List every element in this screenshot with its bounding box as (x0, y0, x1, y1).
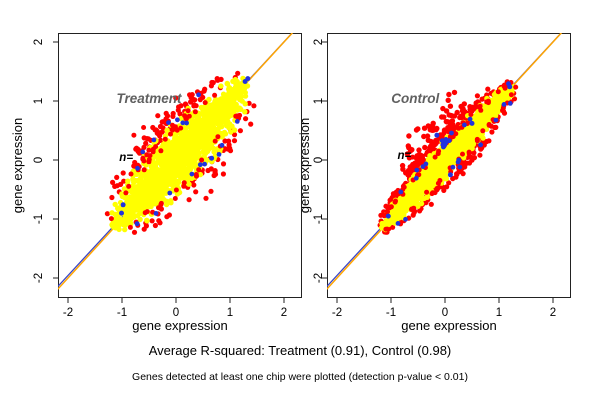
treatment-panel: -2 -1 0 1 2 -2 -1 0 1 2 gene expression gene expres… (10, 33, 302, 333)
n-count-annotation: n= (119, 152, 133, 164)
panel-title-label: Control (391, 91, 439, 106)
plot-border (58, 33, 302, 298)
n-count-annotation: n= (397, 150, 411, 162)
panel-title-label: Treatment (116, 91, 182, 106)
x-tick-label: 0 (173, 307, 179, 319)
plot-border (327, 33, 571, 298)
caption-average-r-squared: Average R-squared: Treatment (0.91), Con… (148, 343, 452, 358)
x-tick-label: -1 (386, 307, 396, 319)
x-tick-label: 0 (442, 307, 448, 319)
y-axis-label: gene expression (10, 118, 25, 213)
y-axis-label: gene expression (297, 118, 312, 213)
y-tick-label: -1 (33, 214, 45, 224)
y-tick-label: -2 (33, 273, 45, 283)
x-tick-label: 2 (281, 307, 287, 319)
control-panel: -2 -1 0 1 2 -2 -1 0 1 2 gene expression gene expres… (297, 33, 571, 333)
x-tick-label: 1 (227, 307, 233, 319)
x-tick-label: -2 (63, 307, 73, 319)
y-tick-label: 1 (313, 98, 325, 104)
x-tick-label: -2 (332, 307, 342, 319)
caption-footnote: Genes detected at least one chip were pl… (132, 371, 468, 383)
y-tick-label: 2 (33, 39, 45, 45)
scatter-points (104, 70, 257, 235)
y-tick-label: 2 (313, 39, 325, 45)
y-tick-label: 1 (33, 98, 45, 104)
plot-area (327, 33, 563, 291)
x-axis-label: gene expression (132, 318, 227, 333)
y-tick-label: 0 (313, 157, 325, 163)
x-axis-label: gene expression (401, 318, 496, 333)
y-tick-label: -2 (313, 273, 325, 283)
plot-area (58, 33, 294, 291)
y-tick-label: 0 (33, 157, 45, 163)
x-tick-label: 2 (550, 307, 556, 319)
y-tick-label: -1 (313, 214, 325, 224)
x-tick-label: -1 (117, 307, 127, 319)
x-tick-label: 1 (496, 307, 502, 319)
scatter-points (377, 79, 519, 235)
